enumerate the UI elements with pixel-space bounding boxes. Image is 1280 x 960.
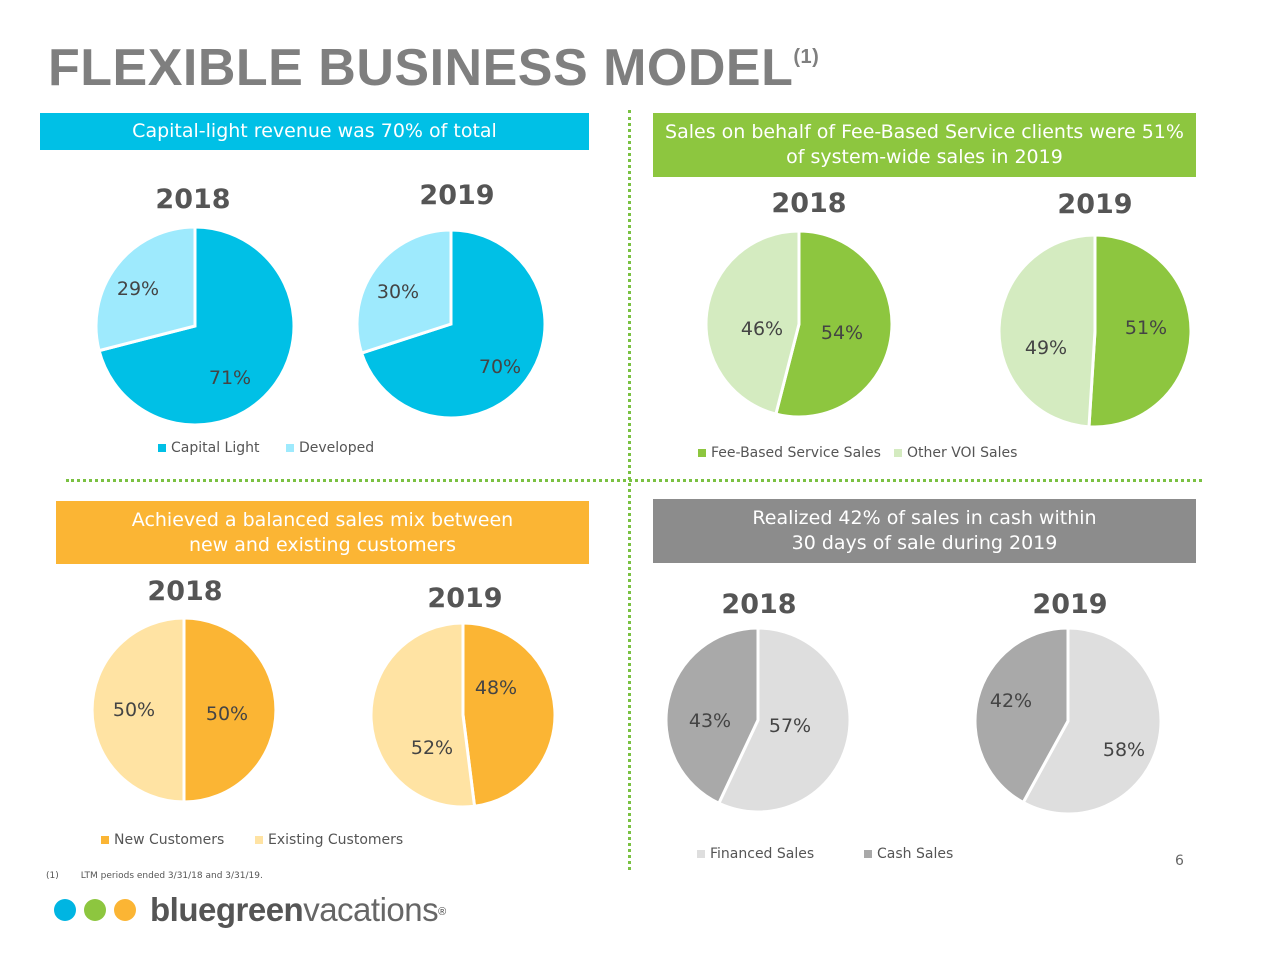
pie-slice xyxy=(182,616,278,804)
pie-slice-label: 29% xyxy=(117,278,159,300)
banner-cash-sales: Realized 42% of sales in cash within 30 d… xyxy=(653,499,1196,563)
pie-chart-title: 2019 xyxy=(419,180,494,211)
legend-swatch xyxy=(158,444,166,452)
legend-1: Capital Light Developed xyxy=(158,440,374,456)
banner-line: of system-wide sales in 2019 xyxy=(786,146,1063,168)
pie-slice-label: 42% xyxy=(990,690,1032,712)
pie-slice xyxy=(664,626,760,806)
pie-slice xyxy=(94,225,197,353)
pie-chart-4: 51% 49% 2019 xyxy=(997,189,1193,429)
pie-slice-label: 71% xyxy=(209,367,251,389)
pie-slice xyxy=(973,626,1070,805)
pie-slice xyxy=(774,229,894,419)
legend-label: Capital Light xyxy=(171,440,260,456)
pie-slice xyxy=(359,228,547,420)
legend-3: New Customers Existing Customers xyxy=(101,832,403,848)
legend-2: Fee-Based Service Sales Other VOI Sales xyxy=(698,445,1017,461)
footnote: (1) LTM periods ended 3/31/18 and 3/31/19… xyxy=(46,871,263,881)
logo-dot-orange xyxy=(114,899,136,921)
banner-capital-light: Capital-light revenue was 70% of total xyxy=(40,113,589,150)
legend-swatch xyxy=(864,850,872,858)
legend-swatch xyxy=(894,449,902,457)
pie-slice xyxy=(1087,233,1193,429)
pie-slice xyxy=(704,229,801,416)
logo-wordmark: bluegreenvacations® xyxy=(150,891,446,928)
pie-slice-label: 51% xyxy=(1125,317,1167,339)
pie-chart-title: 2018 xyxy=(155,184,230,215)
legend-swatch xyxy=(255,836,263,844)
pie-slice xyxy=(1021,626,1163,816)
legend-label: Developed xyxy=(299,440,374,456)
pie-slice-label: 49% xyxy=(1025,337,1067,359)
pie-chart-title: 2018 xyxy=(721,589,796,620)
pie-slice xyxy=(90,616,186,804)
pie-slice xyxy=(97,225,296,427)
vertical-divider xyxy=(628,110,631,870)
legend-swatch xyxy=(698,449,706,457)
banner-line: Capital-light revenue was 70% of total xyxy=(132,120,497,142)
page-number: 6 xyxy=(1175,853,1184,869)
pie-slice xyxy=(997,233,1097,429)
pie-slice-label: 43% xyxy=(689,710,731,732)
pie-slice-label: 46% xyxy=(741,318,783,340)
pie-slice xyxy=(461,621,557,808)
pie-chart-title: 2018 xyxy=(147,576,222,607)
pie-chart-2: 70% 30% 2019 xyxy=(355,180,547,420)
pie-chart-title: 2019 xyxy=(1032,589,1107,620)
pie-slice-label: 70% xyxy=(479,356,521,378)
legend-label: Existing Customers xyxy=(268,832,403,848)
pie-slice-label: 50% xyxy=(113,699,155,721)
pie-chart-1: 71% 29% 2018 xyxy=(94,184,296,427)
legend-label: Fee-Based Service Sales xyxy=(711,445,881,461)
banner-sales-mix: Achieved a balanced sales mix between new… xyxy=(56,501,589,564)
pie-slice-label: 58% xyxy=(1103,739,1145,761)
legend-label: Other VOI Sales xyxy=(907,445,1017,461)
legend-swatch xyxy=(101,836,109,844)
legend-4: Financed Sales Cash Sales xyxy=(697,846,953,862)
banner-fee-based: Sales on behalf of Fee-Based Service cli… xyxy=(653,113,1196,177)
banner-line: 30 days of sale during 2019 xyxy=(791,532,1058,554)
pie-slice xyxy=(716,626,852,814)
pie-chart-5: 50% 50% 2018 xyxy=(90,576,278,804)
title-footnote-marker: (1) xyxy=(793,46,820,68)
legend-swatch xyxy=(286,444,294,452)
legend-label: Financed Sales xyxy=(710,846,814,862)
pie-slice-label: 30% xyxy=(377,281,419,303)
pie-chart-7: 57% 43% 2018 xyxy=(664,589,852,814)
banner-line: Achieved a balanced sales mix between xyxy=(131,508,514,531)
pie-chart-3: 54% 46% 2018 xyxy=(704,188,894,419)
pie-slice-label: 52% xyxy=(411,737,453,759)
pie-slice xyxy=(369,621,477,809)
footnote-number: (1) xyxy=(46,871,59,881)
legend-swatch xyxy=(697,850,705,858)
banner-line: Realized 42% of sales in cash within xyxy=(752,507,1097,529)
legend-label: New Customers xyxy=(114,832,224,848)
legend-label: Cash Sales xyxy=(877,846,953,862)
banner-line: Sales on behalf of Fee-Based Service cli… xyxy=(665,121,1184,143)
footnote-text: LTM periods ended 3/31/18 and 3/31/19. xyxy=(80,871,263,881)
company-logo: bluegreenvacations® xyxy=(54,893,446,927)
pie-chart-6: 48% 52% 2019 xyxy=(369,583,557,809)
pie-slice-label: 57% xyxy=(769,715,811,737)
pie-chart-title: 2019 xyxy=(427,583,502,614)
pie-chart-title: 2018 xyxy=(771,188,846,219)
banner-line: new and existing customers xyxy=(188,533,457,556)
pie-slice-label: 54% xyxy=(821,322,863,344)
logo-dot-blue xyxy=(54,899,76,921)
pie-slice-label: 50% xyxy=(206,703,248,725)
logo-dot-green xyxy=(84,899,106,921)
pie-slice xyxy=(355,228,453,355)
pie-chart-title: 2019 xyxy=(1057,189,1132,220)
horizontal-divider xyxy=(66,479,1202,482)
pie-chart-8: 58% 42% 2019 xyxy=(973,589,1163,816)
page-title: FLEXIBLE BUSINESS MODEL(1) xyxy=(48,39,820,97)
pie-slice-label: 48% xyxy=(475,677,517,699)
